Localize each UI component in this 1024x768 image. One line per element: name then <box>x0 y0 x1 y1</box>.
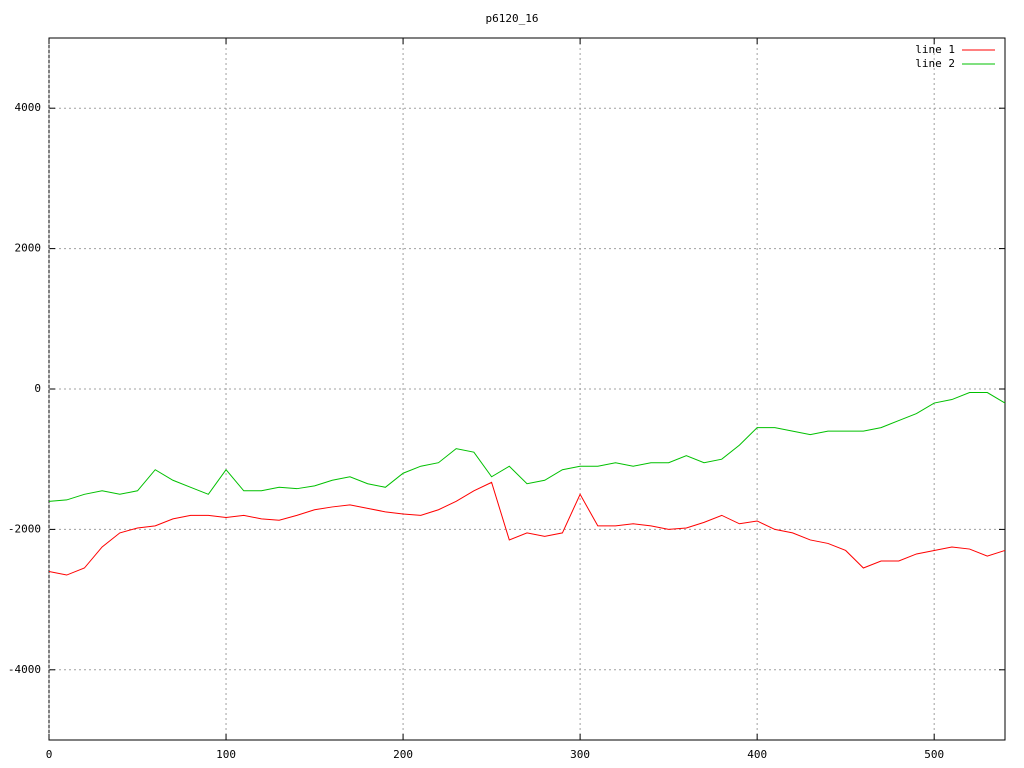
legend-label: line 2 <box>915 57 955 70</box>
chart-title: p6120_16 <box>486 12 539 25</box>
y-tick-label: -2000 <box>8 522 41 535</box>
series-line <box>48 481 1006 576</box>
plot-frame <box>48 37 1006 741</box>
x-tick-label: 200 <box>393 748 413 761</box>
x-tick-label: 400 <box>747 748 767 761</box>
y-tick-label: 0 <box>34 382 41 395</box>
x-tick-label: 100 <box>216 748 236 761</box>
y-tick-label: 4000 <box>15 101 42 114</box>
y-tick-label: -4000 <box>8 663 41 676</box>
series-line <box>48 392 1006 502</box>
legend-label: line 1 <box>915 43 955 56</box>
x-tick-label: 0 <box>46 748 53 761</box>
y-tick-label: 2000 <box>15 242 42 255</box>
x-tick-label: 500 <box>924 748 944 761</box>
x-tick-label: 300 <box>570 748 590 761</box>
